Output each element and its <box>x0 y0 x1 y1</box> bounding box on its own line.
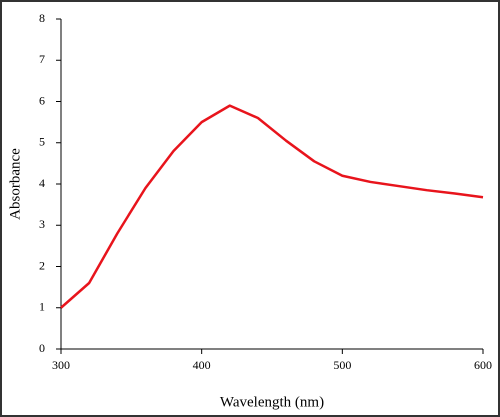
y-tick-label: 7 <box>39 52 45 66</box>
y-tick-label: 2 <box>39 258 45 272</box>
x-tick-label: 600 <box>474 358 492 372</box>
data-line <box>60 104 484 309</box>
y-tick-label: 4 <box>39 176 45 190</box>
y-tick-label: 0 <box>39 341 45 355</box>
x-tick-label: 500 <box>333 358 351 372</box>
y-axis-title: Absorbance <box>7 148 23 220</box>
y-tick-label: 8 <box>39 11 45 25</box>
y-tick-label: 1 <box>39 300 45 314</box>
y-tick-label: 5 <box>39 135 45 149</box>
x-tick-label: 300 <box>52 358 70 372</box>
x-tick-label: 400 <box>193 358 211 372</box>
y-tick-label: 6 <box>39 93 45 107</box>
y-tick-label: 3 <box>39 217 45 231</box>
x-axis-title: Wavelength (nm) <box>220 394 324 410</box>
